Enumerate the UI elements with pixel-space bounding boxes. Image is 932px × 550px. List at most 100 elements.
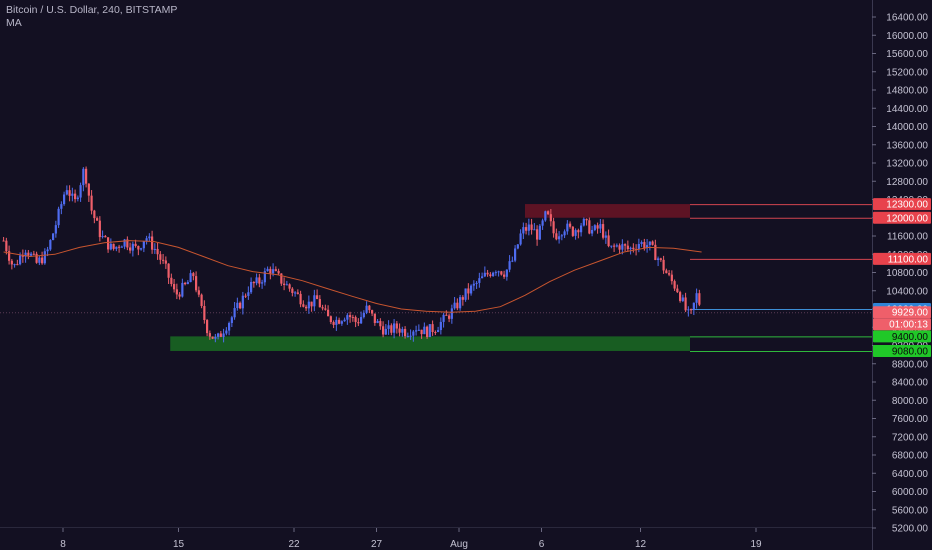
candle-body[interactable] xyxy=(302,304,305,307)
candle-body[interactable] xyxy=(668,273,671,275)
candle-body[interactable] xyxy=(13,264,16,266)
candle-body[interactable] xyxy=(109,243,112,250)
candle-body[interactable] xyxy=(373,313,376,323)
candle-body[interactable] xyxy=(252,281,255,284)
candle-body[interactable] xyxy=(582,218,585,226)
candle-body[interactable] xyxy=(112,243,115,249)
candle-body[interactable] xyxy=(571,226,574,236)
candle-body[interactable] xyxy=(52,233,55,241)
candle-body[interactable] xyxy=(588,220,591,234)
candle-body[interactable] xyxy=(681,297,684,301)
candle-body[interactable] xyxy=(46,249,49,252)
candle-body[interactable] xyxy=(404,328,407,337)
candle-body[interactable] xyxy=(151,236,154,250)
candle-body[interactable] xyxy=(217,333,220,337)
candle-body[interactable] xyxy=(68,190,71,196)
candle-body[interactable] xyxy=(181,282,184,297)
candle-body[interactable] xyxy=(445,314,448,316)
candle-body[interactable] xyxy=(307,301,310,309)
candle-body[interactable] xyxy=(390,325,393,333)
candle-body[interactable] xyxy=(371,310,374,314)
candle-body[interactable] xyxy=(505,269,508,277)
candle-body[interactable] xyxy=(170,277,173,285)
candle-body[interactable] xyxy=(456,302,459,309)
candle-body[interactable] xyxy=(107,237,110,250)
candle-body[interactable] xyxy=(544,211,547,221)
candle-body[interactable] xyxy=(673,281,676,289)
candle-body[interactable] xyxy=(222,333,225,337)
candle-body[interactable] xyxy=(412,331,415,336)
candle-body[interactable] xyxy=(156,248,159,255)
candle-body[interactable] xyxy=(54,225,57,234)
candle-body[interactable] xyxy=(615,245,618,247)
candle-body[interactable] xyxy=(283,283,286,285)
candle-body[interactable] xyxy=(346,315,349,320)
candle-body[interactable] xyxy=(599,224,602,229)
candle-body[interactable] xyxy=(167,263,170,278)
candle-body[interactable] xyxy=(698,293,701,305)
candle-body[interactable] xyxy=(503,274,506,277)
candle-body[interactable] xyxy=(118,246,121,248)
candle-body[interactable] xyxy=(60,204,63,209)
candle-body[interactable] xyxy=(690,309,693,311)
price-label-support[interactable] xyxy=(873,330,931,343)
candle-body[interactable] xyxy=(514,248,517,261)
candle-body[interactable] xyxy=(442,314,445,322)
candle-body[interactable] xyxy=(313,295,316,307)
candle-body[interactable] xyxy=(481,276,484,279)
candle-body[interactable] xyxy=(555,233,558,240)
candle-body[interactable] xyxy=(670,274,673,282)
candle-body[interactable] xyxy=(478,278,481,283)
candle-body[interactable] xyxy=(522,227,525,234)
candle-body[interactable] xyxy=(610,245,613,247)
candle-body[interactable] xyxy=(145,238,148,242)
resistance-zone[interactable] xyxy=(525,204,690,218)
candle-body[interactable] xyxy=(96,218,99,221)
candle-body[interactable] xyxy=(437,330,440,333)
candle-body[interactable] xyxy=(24,252,27,257)
candle-body[interactable] xyxy=(206,320,209,334)
price-label-resistance[interactable] xyxy=(873,211,931,224)
candle-body[interactable] xyxy=(563,231,566,236)
candle-body[interactable] xyxy=(101,236,104,238)
candle-body[interactable] xyxy=(90,195,93,211)
candle-body[interactable] xyxy=(467,288,470,294)
candle-body[interactable] xyxy=(538,225,541,240)
candle-body[interactable] xyxy=(43,251,46,264)
candle-body[interactable] xyxy=(98,220,101,238)
candle-body[interactable] xyxy=(208,333,211,337)
candle-body[interactable] xyxy=(321,307,324,309)
candle-body[interactable] xyxy=(464,288,467,300)
candle-body[interactable] xyxy=(76,197,79,200)
candle-body[interactable] xyxy=(585,218,588,221)
candle-body[interactable] xyxy=(596,225,599,229)
price-label-last-price[interactable] xyxy=(873,306,931,319)
candle-body[interactable] xyxy=(318,299,321,308)
candle-body[interactable] xyxy=(354,317,357,323)
candle-body[interactable] xyxy=(511,260,514,262)
candle-body[interactable] xyxy=(250,281,253,293)
candle-body[interactable] xyxy=(200,294,203,306)
candle-body[interactable] xyxy=(2,240,5,242)
candle-body[interactable] xyxy=(115,246,118,249)
candle-body[interactable] xyxy=(30,253,33,256)
candle-body[interactable] xyxy=(560,235,563,237)
candle-body[interactable] xyxy=(640,242,643,244)
candle-body[interactable] xyxy=(137,245,140,250)
candle-body[interactable] xyxy=(120,246,123,248)
candle-body[interactable] xyxy=(426,326,429,338)
candle-body[interactable] xyxy=(195,276,198,291)
candle-body[interactable] xyxy=(577,230,580,233)
candle-body[interactable] xyxy=(602,224,605,238)
candle-body[interactable] xyxy=(591,229,594,234)
candle-body[interactable] xyxy=(657,258,660,261)
candle-body[interactable] xyxy=(420,329,423,335)
candle-body[interactable] xyxy=(203,305,206,321)
candle-body[interactable] xyxy=(379,321,382,327)
candle-body[interactable] xyxy=(646,245,649,248)
candle-body[interactable] xyxy=(338,319,341,324)
candle-body[interactable] xyxy=(288,284,291,289)
candle-body[interactable] xyxy=(255,277,258,284)
candle-body[interactable] xyxy=(360,317,363,324)
